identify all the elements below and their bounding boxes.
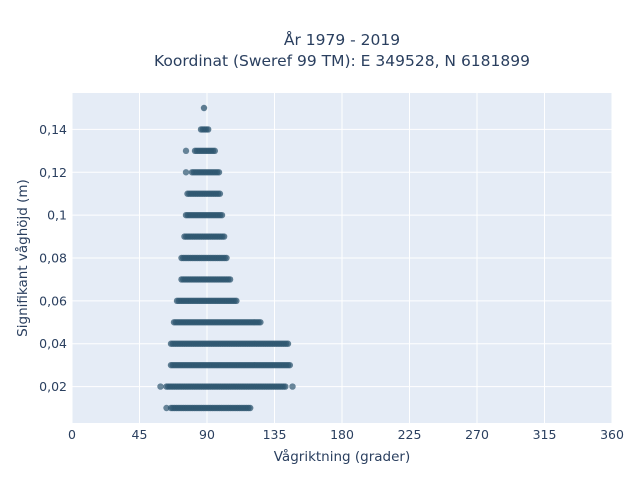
data-point xyxy=(226,276,234,283)
y-tick-label: 0,1 xyxy=(47,208,67,223)
x-tick-label: 225 xyxy=(398,427,422,442)
y-tick-label: 0,12 xyxy=(39,165,67,180)
chart-title-line-2: Koordinat (Sweref 99 TM): E 349528, N 61… xyxy=(154,52,530,70)
data-point xyxy=(157,383,164,390)
y-axis-ticks: 0,02 0,04 0,06 0,08 0,1 0,12 0,14 xyxy=(39,122,67,394)
data-point xyxy=(215,169,223,176)
data-point xyxy=(223,254,230,262)
x-tick-label: 180 xyxy=(330,427,354,442)
x-tick-label: 90 xyxy=(199,427,215,442)
x-tick-label: 135 xyxy=(263,427,287,442)
x-axis-ticks: 0 45 90 135 180 225 270 315 360 xyxy=(68,427,624,442)
chart-title-line-1: År 1979 - 2019 xyxy=(284,30,400,49)
x-tick-label: 360 xyxy=(600,427,624,442)
x-tick-label: 45 xyxy=(132,427,148,442)
y-tick-label: 0,02 xyxy=(39,379,67,394)
data-point xyxy=(233,297,240,305)
x-tick-label: 0 xyxy=(68,427,76,442)
data-point xyxy=(163,404,170,412)
data-point xyxy=(289,383,296,390)
data-point xyxy=(211,147,218,155)
y-tick-label: 0,14 xyxy=(39,122,67,137)
x-axis-title: Vågriktning (grader) xyxy=(274,448,411,465)
y-tick-label: 0,06 xyxy=(39,293,67,308)
data-point xyxy=(282,383,289,390)
data-point xyxy=(200,104,208,112)
y-tick-label: 0,04 xyxy=(39,336,67,351)
gridlines xyxy=(71,93,613,423)
x-tick-label: 315 xyxy=(533,427,557,442)
data-point xyxy=(257,319,264,326)
x-tick-label: 270 xyxy=(465,427,489,442)
y-axis-title: Signifikant våghöjd (m) xyxy=(14,179,31,337)
data-points xyxy=(157,104,296,412)
data-point xyxy=(182,147,190,155)
data-point xyxy=(220,233,228,240)
data-point xyxy=(284,340,292,347)
data-point xyxy=(216,190,224,197)
data-point xyxy=(286,361,293,369)
data-point xyxy=(247,404,254,412)
y-tick-label: 0,08 xyxy=(39,251,67,266)
data-point xyxy=(205,126,212,133)
data-point xyxy=(218,211,226,219)
data-point xyxy=(182,169,190,176)
